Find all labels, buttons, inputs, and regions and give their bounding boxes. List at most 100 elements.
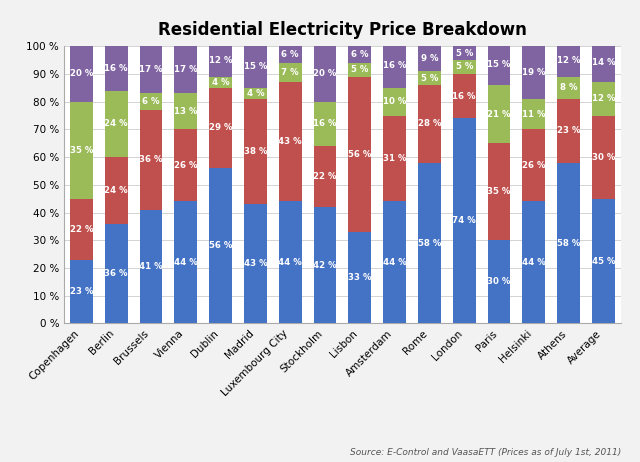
Text: 30 %: 30 % — [487, 277, 511, 286]
Bar — [349, 46, 371, 63]
Bar — [383, 116, 406, 201]
Bar — [592, 43, 614, 82]
Text: 6 %: 6 % — [351, 50, 369, 59]
Bar — [105, 224, 127, 323]
Bar — [140, 93, 163, 110]
Text: 16 %: 16 % — [452, 91, 476, 101]
Text: 35 %: 35 % — [487, 187, 511, 196]
Bar — [244, 204, 267, 323]
Bar — [418, 46, 441, 71]
Text: 5 %: 5 % — [420, 73, 438, 83]
Bar — [314, 46, 336, 102]
Text: 31 %: 31 % — [383, 154, 406, 163]
Text: 22 %: 22 % — [313, 172, 337, 181]
Bar — [244, 46, 267, 88]
Bar — [488, 143, 510, 240]
Text: 17 %: 17 % — [139, 65, 163, 74]
Text: 12 %: 12 % — [591, 94, 615, 103]
Text: 17 %: 17 % — [174, 65, 198, 74]
Text: 20 %: 20 % — [314, 69, 337, 79]
Bar — [175, 93, 197, 129]
Bar — [488, 240, 510, 323]
Text: 13 %: 13 % — [174, 107, 198, 116]
Bar — [453, 74, 476, 118]
Text: 24 %: 24 % — [104, 186, 128, 195]
Text: 56 %: 56 % — [348, 150, 371, 159]
Text: 8 %: 8 % — [560, 83, 577, 92]
Bar — [592, 82, 614, 116]
Bar — [70, 102, 93, 199]
Bar — [314, 207, 336, 323]
Bar — [209, 168, 232, 323]
Text: 20 %: 20 % — [70, 69, 93, 79]
Bar — [279, 201, 301, 323]
Text: 41 %: 41 % — [139, 262, 163, 271]
Text: 35 %: 35 % — [70, 146, 93, 155]
Text: 6 %: 6 % — [142, 97, 160, 106]
Bar — [175, 201, 197, 323]
Text: 44 %: 44 % — [278, 258, 302, 267]
Bar — [279, 63, 301, 82]
Bar — [209, 43, 232, 77]
Text: 26 %: 26 % — [522, 161, 545, 170]
Text: 4 %: 4 % — [246, 89, 264, 98]
Text: 12 %: 12 % — [209, 55, 232, 65]
Bar — [349, 232, 371, 323]
Text: 5 %: 5 % — [456, 62, 473, 72]
Bar — [209, 77, 232, 88]
Bar — [418, 85, 441, 163]
Text: 38 %: 38 % — [244, 147, 267, 156]
Text: 44 %: 44 % — [174, 258, 198, 267]
Bar — [557, 99, 580, 163]
Text: 22 %: 22 % — [70, 225, 93, 234]
Bar — [453, 60, 476, 74]
Text: 16 %: 16 % — [104, 64, 128, 73]
Text: 5 %: 5 % — [351, 65, 369, 74]
Text: 23 %: 23 % — [70, 287, 93, 296]
Bar — [70, 199, 93, 260]
Bar — [279, 82, 301, 201]
Bar — [314, 146, 336, 207]
Text: 43 %: 43 % — [244, 259, 268, 268]
Bar — [70, 46, 93, 102]
Bar — [140, 210, 163, 323]
Text: 11 %: 11 % — [522, 109, 545, 119]
Bar — [522, 201, 545, 323]
Bar — [140, 110, 163, 210]
Text: 6 %: 6 % — [282, 50, 299, 59]
Text: 16 %: 16 % — [383, 61, 406, 70]
Text: 7 %: 7 % — [282, 68, 299, 77]
Text: 12 %: 12 % — [557, 55, 580, 65]
Text: 43 %: 43 % — [278, 137, 302, 146]
Text: 74 %: 74 % — [452, 216, 476, 225]
Text: 26 %: 26 % — [174, 161, 198, 170]
Bar — [209, 88, 232, 168]
Bar — [349, 63, 371, 77]
Text: Source: E-Control and VaasaETT (Prices as of July 1st, 2011): Source: E-Control and VaasaETT (Prices a… — [349, 449, 621, 457]
Text: 58 %: 58 % — [418, 238, 441, 248]
Bar — [105, 91, 127, 157]
Bar — [383, 88, 406, 116]
Bar — [383, 43, 406, 88]
Bar — [592, 199, 614, 323]
Text: 15 %: 15 % — [244, 62, 267, 72]
Text: 44 %: 44 % — [522, 258, 546, 267]
Text: 23 %: 23 % — [557, 126, 580, 135]
Bar — [175, 46, 197, 93]
Bar — [488, 43, 510, 85]
Text: 44 %: 44 % — [383, 258, 406, 267]
Bar — [279, 46, 301, 63]
Bar — [557, 77, 580, 99]
Bar — [140, 46, 163, 93]
Text: 33 %: 33 % — [348, 273, 372, 282]
Bar — [244, 88, 267, 99]
Text: 28 %: 28 % — [418, 119, 441, 128]
Text: 29 %: 29 % — [209, 123, 232, 133]
Bar — [453, 46, 476, 60]
Bar — [522, 99, 545, 129]
Text: 42 %: 42 % — [313, 261, 337, 270]
Text: 19 %: 19 % — [522, 68, 545, 77]
Bar — [522, 129, 545, 201]
Text: 36 %: 36 % — [104, 269, 128, 278]
Bar — [175, 129, 197, 201]
